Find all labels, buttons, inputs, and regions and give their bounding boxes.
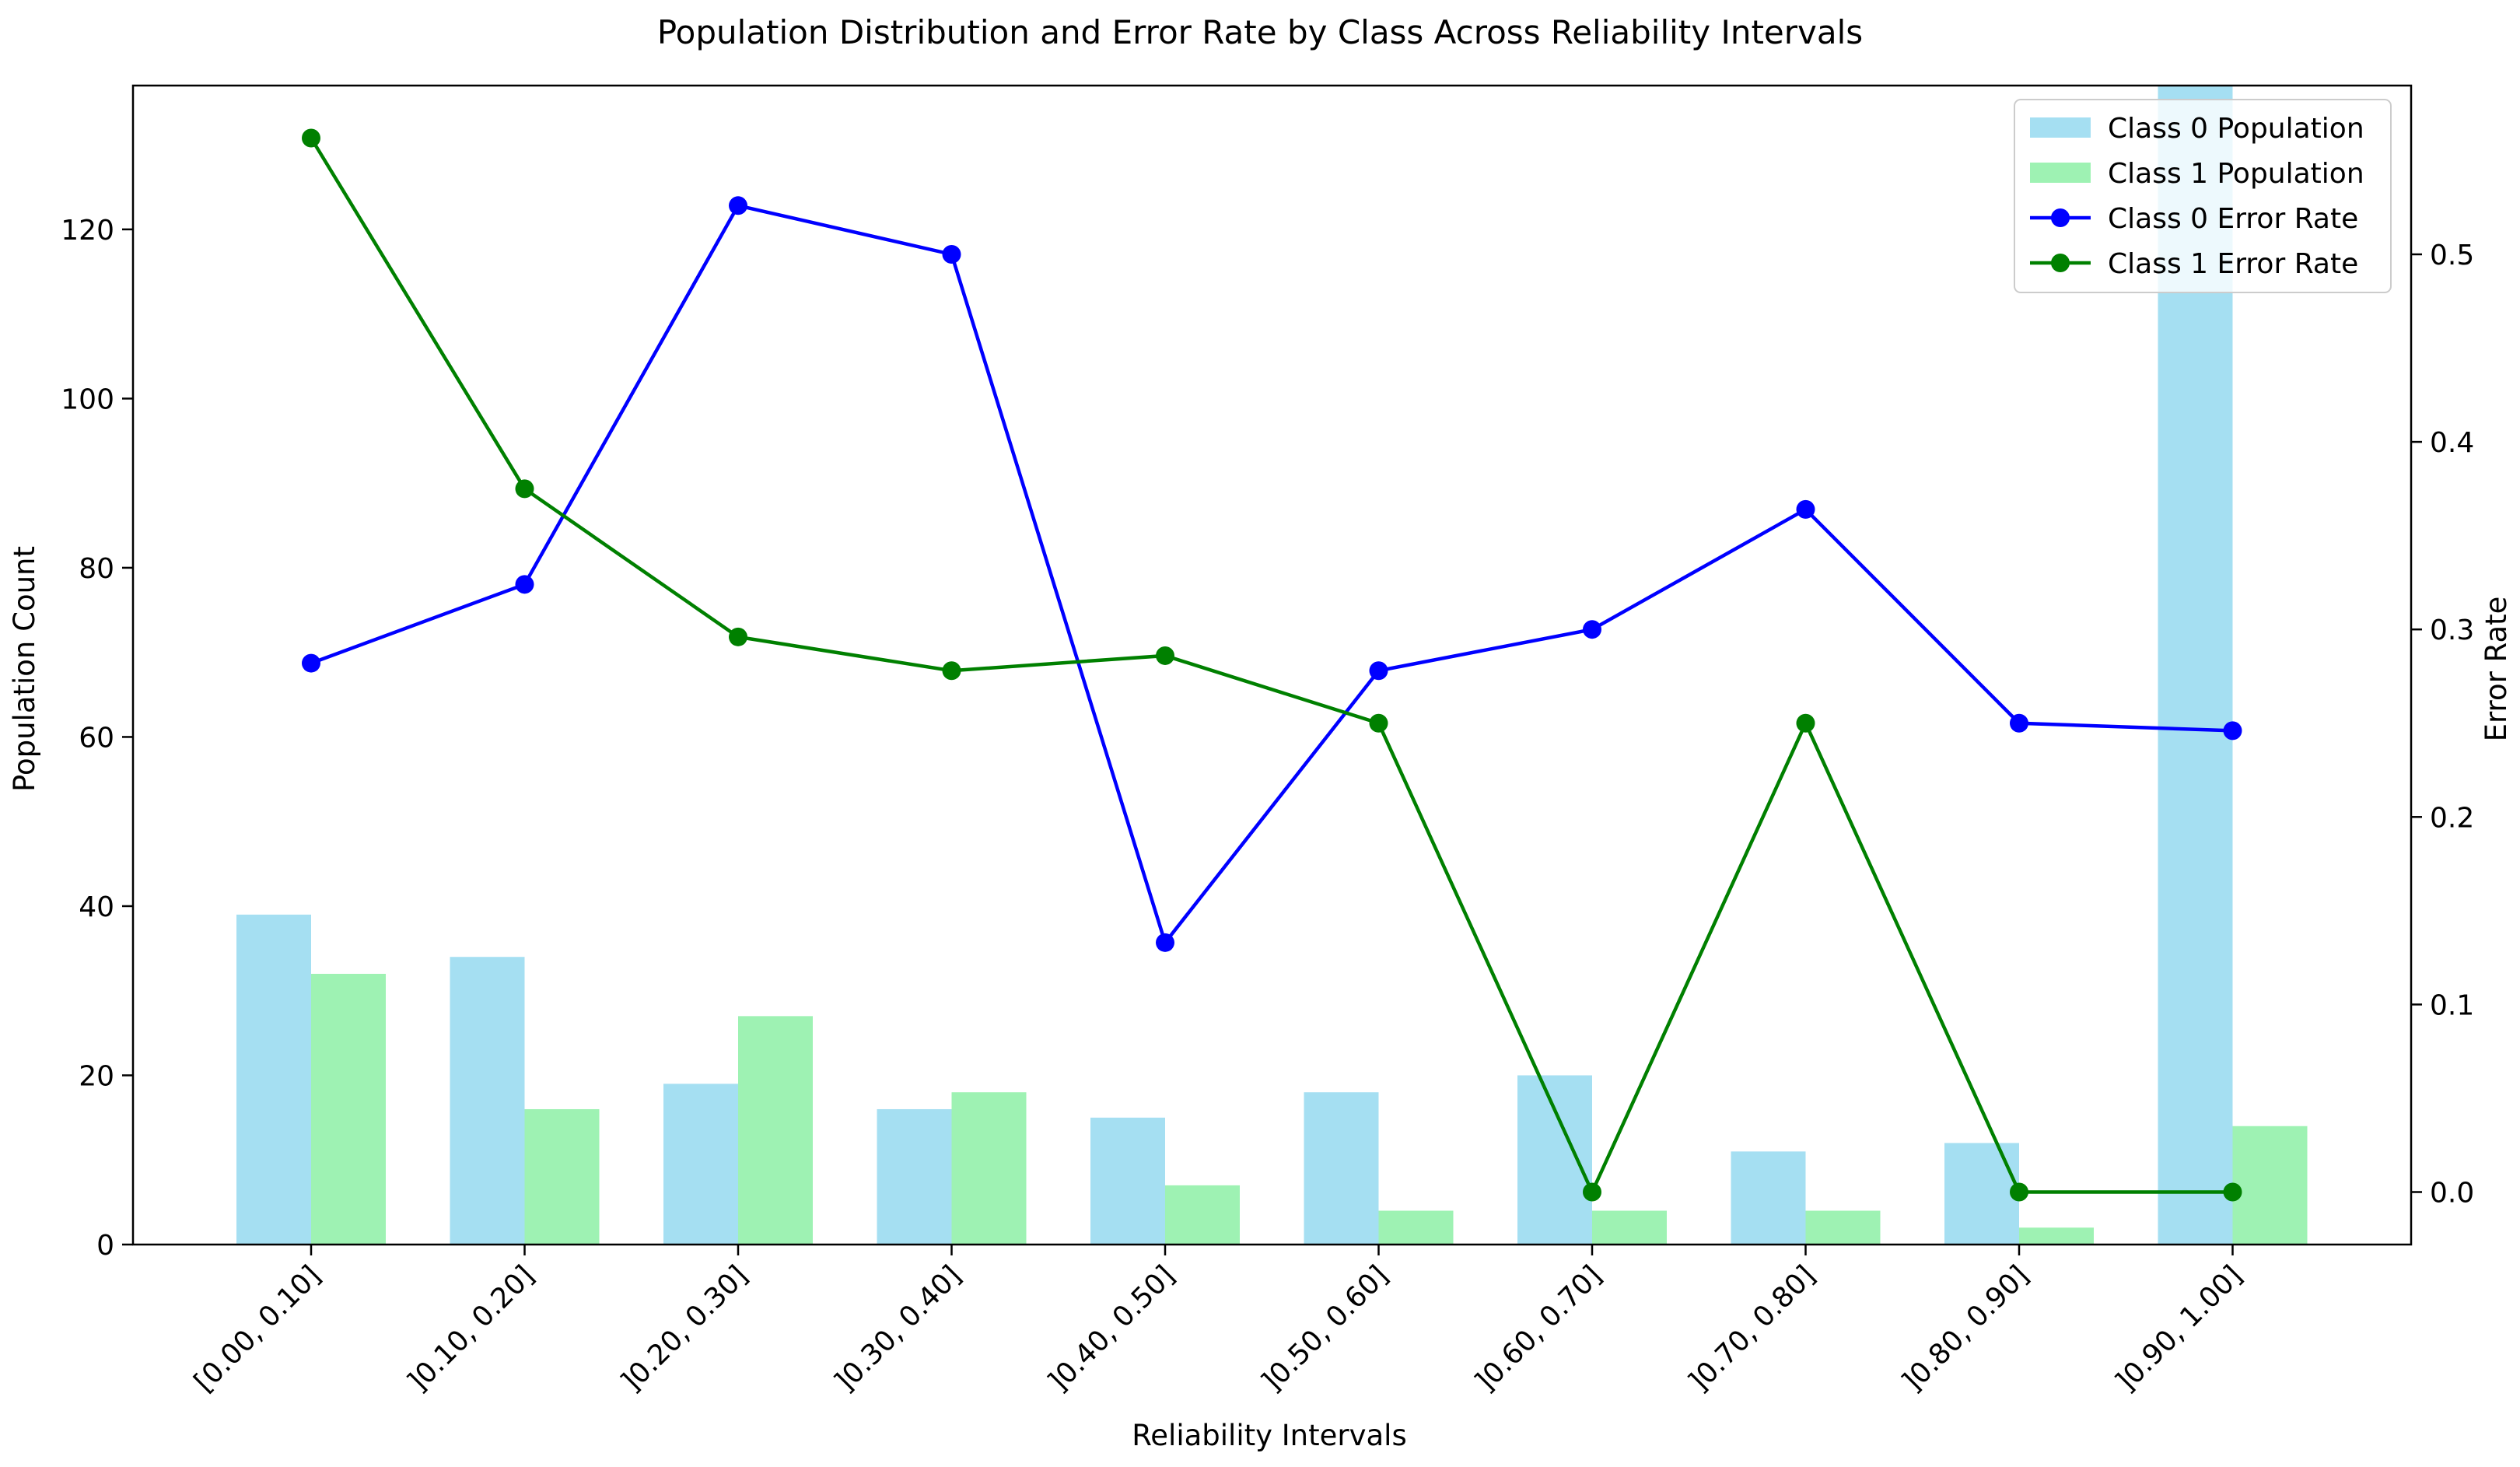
y2-tick-label: 0.1 (2430, 989, 2474, 1021)
class1-error-rate-point (302, 128, 320, 148)
class1-error-rate-point (1583, 1182, 1601, 1202)
x-tick-label: ]0.50, 0.60] (1255, 1259, 1394, 1398)
class1-error-rate-point (2223, 1182, 2242, 1202)
class1-error-rate-point (1796, 713, 1815, 733)
legend: Class 0 Population Class 1 Population Clas… (2014, 99, 2392, 293)
class1-error-rate-point (1156, 646, 1174, 665)
x-tick-label: ]0.60, 0.70] (1469, 1259, 1608, 1398)
class0-error-rate-point (1369, 661, 1388, 681)
class0-error-rate-point (2223, 721, 2242, 741)
class0-error-rate-line (310, 203, 2233, 947)
legend-swatch-class1-population (2030, 163, 2091, 183)
class0-population-bar (1304, 1092, 1379, 1245)
class0-population-bar (877, 1108, 952, 1245)
class1-population-bar (2232, 1126, 2308, 1245)
class0-error-rate-point (729, 196, 747, 215)
y2-tick-label: 0.3 (2430, 614, 2474, 646)
class1-population-bar (2019, 1227, 2094, 1245)
class1-error-rate-line (310, 137, 2233, 1196)
class1-population-bar (1592, 1210, 1667, 1245)
class0-population-bar (236, 914, 311, 1245)
class0-error-rate-point (1156, 933, 1174, 952)
class0-error-rate-point (1583, 620, 1601, 639)
y-axis-label: Population Count (8, 546, 41, 792)
legend-marker (2051, 254, 2070, 272)
class1-error-rate-point (2010, 1182, 2028, 1202)
x-tick-label: ]0.20, 0.30] (615, 1259, 754, 1398)
y2-axis-label: Error Rate (2480, 597, 2513, 742)
bar-layer (236, 86, 2308, 1245)
class1-error-rate-point (1369, 713, 1388, 733)
class1-population-bar (311, 973, 386, 1245)
class1-population-bar (951, 1092, 1027, 1245)
legend-box (2014, 99, 2392, 293)
class0-population-bar (450, 957, 525, 1245)
x-tick-label: ]0.80, 0.90] (1896, 1259, 2035, 1398)
class1-error-rate-point (729, 627, 747, 646)
legend-label: Class 1 Error Rate (2108, 248, 2358, 280)
y-tick-label: 40 (79, 891, 114, 923)
plot-frame (131, 84, 2413, 1246)
y-tick-label: 0 (96, 1230, 114, 1262)
class0-population-bar (1731, 1151, 1806, 1245)
x-tick-label: ]0.10, 0.20] (401, 1259, 540, 1398)
class1-population-bar (524, 1108, 600, 1245)
class0-error-rate-point (2010, 713, 2028, 733)
legend-marker (2051, 208, 2070, 227)
class1-error-rate-point (942, 661, 961, 681)
class0-population-bar (663, 1084, 738, 1245)
legend-label: Class 0 Population (2108, 113, 2364, 145)
class1-population-bar (1165, 1185, 1240, 1245)
x-tick-label: ]0.90, 1.00] (2109, 1259, 2248, 1398)
y2-tick-label: 0.5 (2430, 240, 2474, 271)
class0-population-bar (1944, 1143, 2019, 1245)
class1-population-bar (738, 1016, 813, 1245)
line-layer (302, 128, 2242, 1202)
class0-error-rate-point (1796, 499, 1815, 519)
x-tick-label: ]0.30, 0.40] (828, 1259, 967, 1398)
y-tick-label: 100 (61, 383, 114, 415)
y-tick-label: 120 (61, 215, 114, 247)
chart-title: Population Distribution and Error Rate b… (657, 13, 1863, 51)
x-tick-label: [0.00, 0.10] (188, 1259, 327, 1398)
y2-tick-label: 0.0 (2430, 1177, 2474, 1209)
class0-population-bar (1090, 1117, 1165, 1245)
y-tick-label: 20 (79, 1060, 114, 1092)
class1-error-rate-point (515, 479, 534, 499)
legend-label: Class 1 Population (2108, 158, 2364, 190)
x-axis-label: Reliability Intervals (1132, 1419, 1407, 1452)
class0-population-bar (1517, 1075, 1592, 1245)
class0-error-rate-point (302, 653, 320, 673)
y2-tick-label: 0.2 (2430, 802, 2474, 834)
x-tick-label: ]0.40, 0.50] (1042, 1259, 1181, 1398)
x-tick-label: ]0.70, 0.80] (1682, 1259, 1821, 1398)
legend-swatch-class0-population (2030, 117, 2091, 138)
class0-error-rate-point (942, 244, 961, 264)
class1-population-bar (1805, 1210, 1881, 1245)
y-tick-label: 80 (79, 553, 114, 585)
y-tick-label: 60 (79, 722, 114, 754)
class1-population-bar (1378, 1210, 1454, 1245)
y2-tick-label: 0.4 (2430, 427, 2474, 459)
class0-error-rate-point (515, 575, 534, 594)
legend-label: Class 0 Error Rate (2108, 203, 2358, 235)
